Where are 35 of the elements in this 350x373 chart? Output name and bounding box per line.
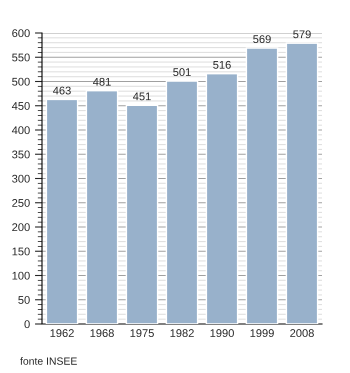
y-tick-label: 50 [18,296,30,304]
bar [126,104,158,324]
bar [206,73,238,324]
bar [46,98,78,324]
y-tick-label: 450 [12,102,30,110]
y-tick-label: 150 [12,248,30,256]
y-tick-label: 400 [12,126,30,134]
x-tick-label: 1999 [250,329,274,338]
bar [246,47,278,324]
data-label: 516 [213,60,231,69]
y-tick-label: 600 [12,29,30,38]
y-tick-label: 500 [12,78,30,86]
y-tick-label: 300 [12,174,30,183]
source-note: fonte INSEE [20,357,77,365]
y-tick-label: 200 [12,223,30,232]
data-label: 579 [293,30,311,38]
y-tick-label: 100 [12,272,30,280]
y-tick-label: 250 [12,199,30,207]
x-tick-label: 1962 [50,329,74,338]
x-tick-label: 1975 [130,329,154,338]
y-tick-label: 550 [12,54,30,62]
y-tick-label: 0 [24,320,30,328]
data-label: 463 [52,86,71,94]
y-tick-label: 350 [12,150,30,158]
data-label: 481 [92,78,111,86]
data-label: 501 [173,68,191,76]
bar [86,90,118,324]
x-tick-label: 1982 [170,329,194,338]
x-tick-label: 1990 [210,329,234,338]
data-label: 569 [253,35,271,44]
x-tick-label: 2008 [290,329,314,338]
x-tick-label: 1968 [90,329,114,338]
bar [166,80,198,324]
data-label: 451 [132,92,151,100]
bar [286,42,318,324]
